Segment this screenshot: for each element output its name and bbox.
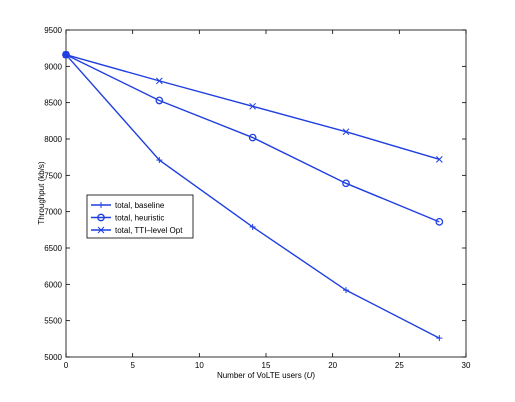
legend-entry: total, heuristic — [115, 214, 164, 223]
x-tick-label: 20 — [328, 361, 337, 370]
x-tick-label: 0 — [64, 361, 69, 370]
data-point — [436, 335, 443, 342]
series-group — [62, 50, 444, 342]
data-point — [342, 179, 350, 188]
data-point — [435, 217, 444, 226]
data-point — [249, 102, 257, 110]
data-point — [435, 155, 443, 163]
x-tick-label: 25 — [395, 361, 404, 370]
y-tick-label: 8500 — [44, 99, 62, 108]
data-point — [155, 77, 163, 85]
legend-marker — [97, 226, 105, 234]
plot-area — [65, 29, 467, 358]
y-tick-label: 7000 — [44, 208, 62, 217]
series-line — [65, 54, 440, 223]
y-tick-label: 9500 — [44, 26, 62, 35]
start-point — [62, 51, 70, 59]
y-axis-label: Throughput (kb/s) — [37, 161, 46, 224]
data-point — [155, 96, 164, 105]
axis-ticks: 0 5 10 15 20 25 30 5000 5500 6000 6500 7000 7500 8000… — [44, 26, 471, 370]
x-tick-label: 10 — [195, 361, 204, 370]
y-tick-label: 8000 — [44, 135, 62, 144]
y-tick-label: 5000 — [44, 353, 62, 362]
y-tick-label: 7500 — [44, 171, 62, 180]
legend-entry: total, baseline — [115, 201, 165, 210]
legend-marker — [98, 202, 104, 208]
x-tick-label: 15 — [262, 361, 271, 370]
x-axis-label: Number of VoLTE users (U) — [217, 371, 315, 380]
data-point — [248, 133, 257, 142]
data-point — [343, 287, 349, 294]
x-tick-label: 30 — [462, 361, 471, 370]
y-tick-label: 9000 — [44, 62, 62, 71]
y-tick-label: 6000 — [44, 280, 62, 289]
data-point — [342, 128, 350, 136]
data-point — [156, 157, 163, 164]
legend: total, baseline total, heuristic total, TT… — [86, 194, 194, 239]
y-tick-label: 5500 — [44, 317, 62, 326]
legend-marker — [97, 213, 105, 222]
x-tick-label: 5 — [130, 361, 135, 370]
y-tick-label: 6500 — [44, 244, 62, 253]
legend-entry: total, TTI–level Opt — [115, 226, 183, 235]
data-point — [249, 223, 256, 230]
